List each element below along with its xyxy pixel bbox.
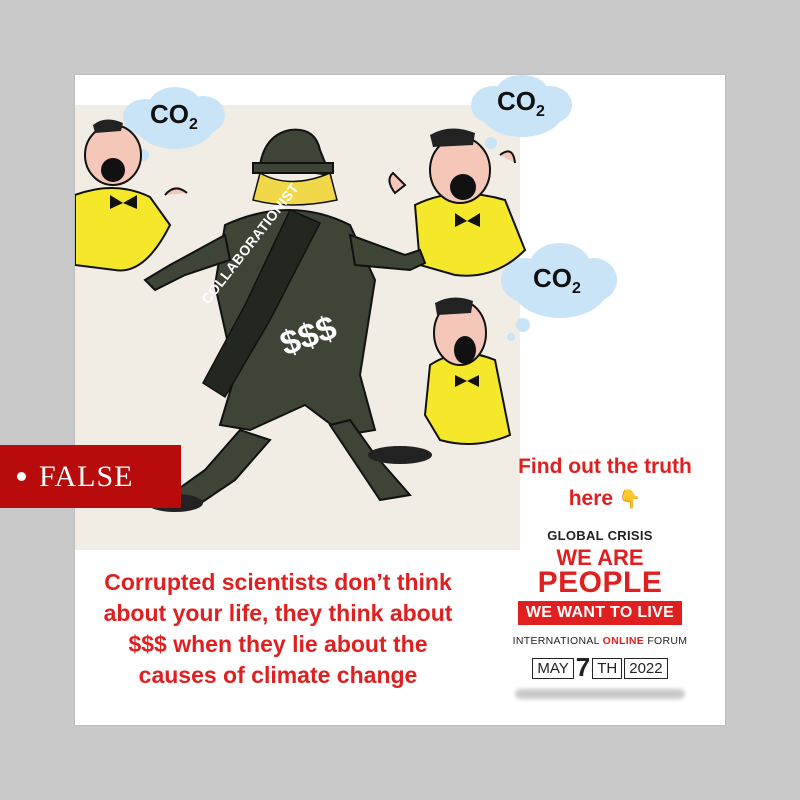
caption-line: about your life, they think about bbox=[103, 600, 453, 626]
cartoon-illustration bbox=[75, 75, 617, 512]
shouting-man-top-right bbox=[388, 128, 527, 277]
ad-we-want-to-live: WE WANT TO LIVE bbox=[517, 601, 683, 625]
cta-line-here: here 👇 bbox=[505, 487, 705, 511]
ad-date-day: 7 bbox=[575, 652, 591, 682]
caption-line: causes of climate change bbox=[138, 662, 418, 688]
badge-label: FALSE bbox=[39, 459, 134, 493]
cta-line: Find out the truth bbox=[518, 455, 692, 478]
blurred-url bbox=[515, 689, 685, 699]
false-verdict-badge: FALSE bbox=[0, 445, 181, 508]
ad-people: PEOPLE bbox=[537, 566, 663, 599]
ad-forum-line: INTERNATIONAL ONLINE FORUM bbox=[512, 635, 688, 647]
co2-label-right: CO2 bbox=[533, 263, 581, 297]
shouting-man-left bbox=[75, 119, 188, 272]
caption-line: Corrupted scientists don’t think bbox=[104, 569, 452, 595]
co2-label-top-right: CO2 bbox=[497, 86, 545, 120]
bullet-icon bbox=[17, 472, 26, 481]
ad-date: MAY 7 TH 2022 bbox=[495, 652, 705, 682]
ad-date-day-suffix: TH bbox=[592, 658, 623, 679]
cta-here-label: here bbox=[568, 487, 614, 510]
shouting-man-bottom-right bbox=[423, 297, 512, 445]
caption-text: Corrupted scientists don’t think about y… bbox=[83, 567, 473, 691]
ad-date-year: 2022 bbox=[624, 658, 668, 679]
pointing-down-icon: 👇 bbox=[618, 489, 642, 509]
coat-figure bbox=[143, 128, 432, 512]
ad-we-are: WE ARE bbox=[556, 545, 644, 570]
caption-line: $$$ when they lie about the bbox=[128, 631, 428, 657]
co2-label-left: CO2 bbox=[150, 99, 198, 133]
ad-date-month: MAY bbox=[532, 658, 574, 679]
social-post-image: CO2 CO2 CO2 COLLABORATIONIST $$$ Corrupt… bbox=[75, 75, 725, 725]
forum-advert: GLOBAL CRISIS WE ARE PEOPLE WE WANT TO L… bbox=[495, 520, 705, 699]
ad-global-crisis: GLOBAL CRISIS bbox=[547, 528, 653, 543]
co2-cloud-right bbox=[501, 243, 617, 341]
